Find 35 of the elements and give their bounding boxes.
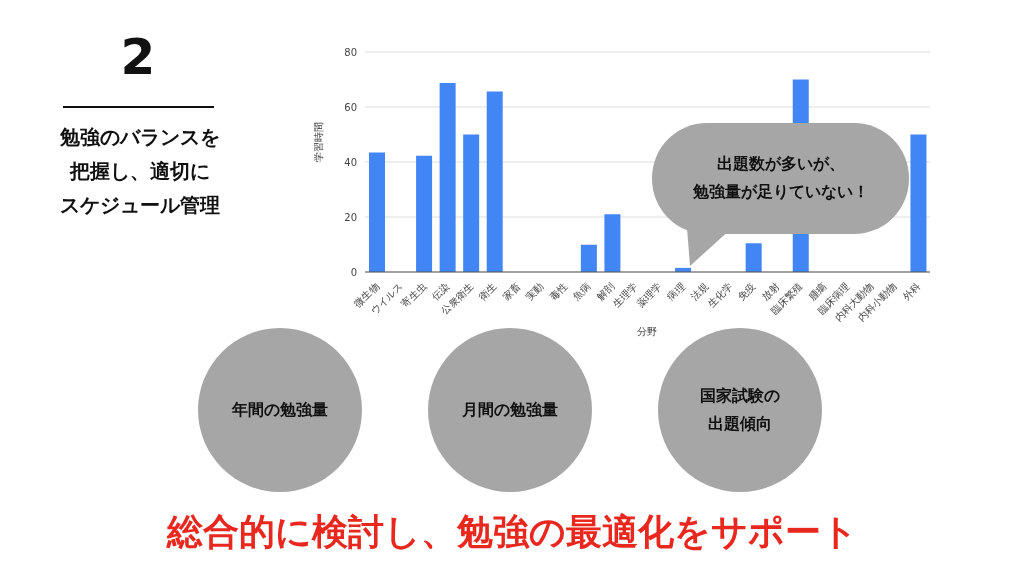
x-tick-label: 実動	[523, 280, 546, 303]
text: 月間の勉強量	[461, 399, 559, 421]
text: 勉強のバランスを	[59, 124, 221, 151]
text: 把握し、適切に	[68, 158, 211, 185]
x-tick-label: 家畜	[500, 280, 523, 303]
x-tick-label: 免疫	[735, 280, 758, 303]
text: 国家試験の	[699, 385, 781, 407]
bar	[486, 91, 503, 272]
text: 年間の勉強量	[231, 399, 329, 421]
bar	[416, 155, 433, 272]
x-tick-label: 衛生	[476, 280, 499, 303]
y-tick-label: 80	[344, 46, 357, 58]
x-axis-title: 分野	[636, 325, 658, 339]
annotation: 出題数が多いが、	[715, 153, 846, 175]
bar	[463, 134, 480, 272]
bar	[604, 214, 621, 272]
annotation: 勉強量が足りていない！	[691, 181, 870, 203]
y-axis-title: 学習時間	[312, 122, 324, 162]
bar	[910, 134, 927, 272]
y-tick-label: 60	[344, 101, 357, 113]
y-tick-label: 40	[344, 156, 357, 168]
text: スケジュール管理	[59, 192, 221, 219]
x-tick-label: 毒性	[547, 280, 570, 303]
x-tick-label: 病理	[665, 280, 688, 303]
bar	[369, 152, 385, 272]
bar	[580, 244, 597, 272]
bar	[439, 83, 456, 272]
x-tick-label: 外科	[900, 280, 923, 303]
bar	[745, 243, 762, 272]
text: 出題傾向	[707, 413, 773, 435]
x-tick-label: 魚病	[570, 280, 593, 303]
text: 2	[119, 28, 157, 86]
y-tick-label: 20	[344, 211, 357, 223]
y-tick-label: 0	[350, 266, 357, 278]
text: 総合的に検討し、勉強の最適化をサポート	[165, 510, 859, 554]
